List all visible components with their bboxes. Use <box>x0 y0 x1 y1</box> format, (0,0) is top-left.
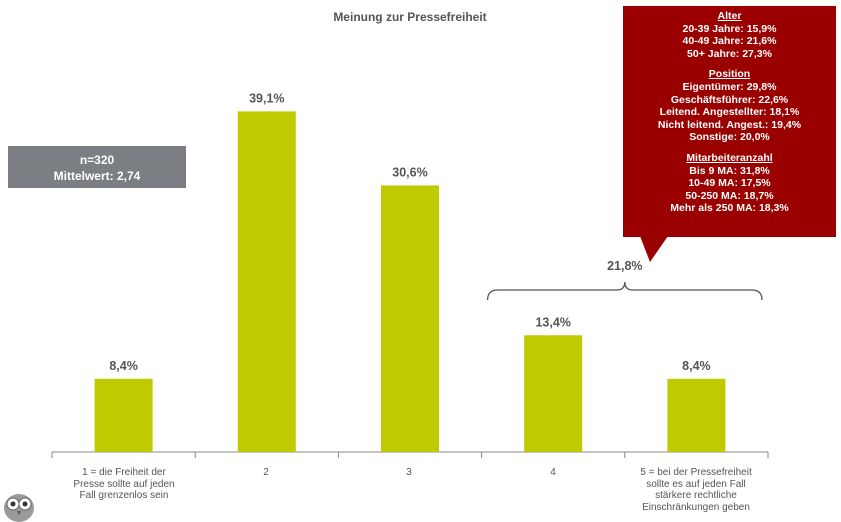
data-label-1: 8,4% <box>109 359 138 373</box>
sample-info-box: n=320 Mittelwert: 2,74 <box>8 146 186 188</box>
bar-5 <box>667 378 726 452</box>
callout-line: Nicht leitend. Angest.: 19,4% <box>657 118 802 131</box>
category-label-2: 2 <box>196 467 336 479</box>
owl-mascot-icon <box>4 494 34 522</box>
callout-head-age: Alter <box>717 10 742 22</box>
callout-line: Bis 9 MA: 31,8% <box>689 164 770 177</box>
data-label-3: 30,6% <box>392 165 427 179</box>
callout-line: Eigentümer: 29,8% <box>682 80 777 93</box>
category-label-1: 1 = die Freiheit der Presse sollte auf j… <box>54 467 194 502</box>
category-label-4: 4 <box>483 467 623 479</box>
bracket-label: 21,8% <box>607 259 642 273</box>
demographics-callout: Alter 20-39 Jahre: 15,9% 40-49 Jahre: 21… <box>623 6 836 237</box>
callout-line: Sonstige: 20,0% <box>689 131 770 144</box>
callout-line: 50+ Jahre: 27,3% <box>687 47 772 60</box>
category-label-3: 3 <box>339 467 479 479</box>
data-label-5: 8,4% <box>682 359 711 373</box>
category-line: stärkere rechtliche <box>655 490 737 501</box>
callout-line: Mehr als 250 MA: 18,3% <box>670 202 789 215</box>
category-line: Presse sollte auf jeden <box>73 478 175 490</box>
category-line: sollte es auf jeden Fall <box>646 478 746 490</box>
callout-line: Leitend. Angestellter: 18,1% <box>659 106 800 119</box>
bar-4 <box>524 335 583 452</box>
bracket-categories-4-5 <box>486 281 763 301</box>
category-line: Fall grenzenlos sein <box>79 490 169 501</box>
callout-head-employees: Mitarbeiteranzahl <box>686 151 773 164</box>
data-label-4: 13,4% <box>535 315 570 329</box>
callout-pointer <box>640 236 668 262</box>
mean-value-label: Mittelwert: 2,74 <box>53 169 141 183</box>
callout-line: 40-49 Jahre: 21,6% <box>682 35 777 48</box>
category-line: 1 = die Freiheit der <box>82 467 166 478</box>
category-label-5: 5 = bei der Pressefreiheit sollte es auf… <box>626 467 766 513</box>
callout-line: 50-250 MA: 18,7% <box>685 189 774 202</box>
category-line: 3 <box>406 467 412 478</box>
category-line: 5 = bei der Pressefreiheit <box>640 467 752 478</box>
bar-1 <box>94 378 153 452</box>
category-line: 2 <box>263 467 269 478</box>
callout-head-position: Position <box>708 68 751 81</box>
sample-size-label: n=320 <box>79 153 115 167</box>
bar-2 <box>237 111 296 452</box>
category-line: Einschränkungen geben <box>642 501 750 513</box>
chart-title: Meinung zur Pressefreiheit <box>333 10 487 24</box>
bar-3 <box>381 185 439 452</box>
callout-line: 20-39 Jahre: 15,9% <box>682 22 777 35</box>
data-label-2: 39,1% <box>249 91 284 105</box>
callout-line: Geschäftsführer: 22,6% <box>670 93 789 106</box>
category-line: 4 <box>550 467 556 478</box>
callout-line: 10-49 MA: 17,5% <box>688 177 771 190</box>
